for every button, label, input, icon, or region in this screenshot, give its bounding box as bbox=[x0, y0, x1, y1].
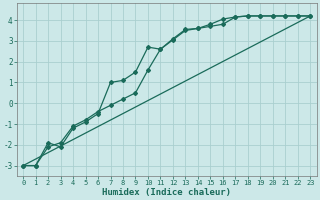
X-axis label: Humidex (Indice chaleur): Humidex (Indice chaleur) bbox=[102, 188, 231, 197]
